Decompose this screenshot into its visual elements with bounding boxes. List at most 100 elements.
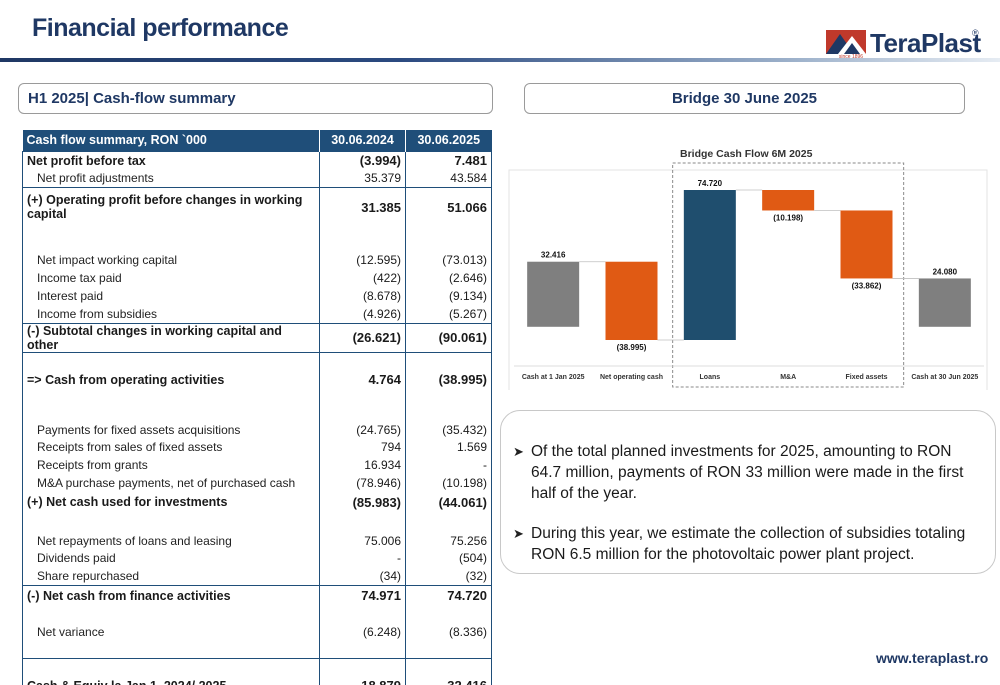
header-2024: 30.06.2024 <box>319 130 406 151</box>
table-row: Cash & Equiv la Jan 1, 2024/ 202518.8793… <box>22 657 492 685</box>
table-row: Net variance (6.248) (8.336) <box>22 606 492 658</box>
row-value-2025: (32) <box>405 567 492 586</box>
row-value-2025: 75.256 <box>405 512 492 549</box>
table-row: (+) Operating profit before changes in w… <box>22 187 492 227</box>
row-label: Net variance <box>22 606 320 658</box>
row-label: Net repayments of loans and leasing <box>22 512 320 549</box>
data-label-0: 32.416 <box>541 251 566 260</box>
bar-2 <box>683 190 736 340</box>
row-value-2025: 32.416 <box>405 657 492 685</box>
row-value-2025: (38.995) <box>405 352 492 407</box>
row-value-2025: (504) <box>405 549 492 567</box>
title-underline <box>0 58 1000 62</box>
table-row: Share repurchased (34) (32) <box>22 567 492 586</box>
header-2025: 30.06.2025 <box>405 130 492 151</box>
row-label: (-) Subtotal changes in working capital … <box>22 323 320 353</box>
teraplast-logo: TeraPlast ® since 1896 <box>826 28 986 62</box>
bridge-label: Bridge 30 June 2025 <box>524 83 965 114</box>
bridge-chart-svg: Bridge Cash Flow 6M 2025 32.416 Cash at 1 … <box>508 148 988 417</box>
table-row: Receipts from sales of fixed assets 794 1.… <box>22 438 492 456</box>
row-value-2024: (85.983) <box>319 492 406 512</box>
row-value-2024: 35.379 <box>319 170 406 188</box>
row-label: Cash & Equiv la Jan 1, 2024/ 2025 <box>22 657 320 685</box>
logo-since: since 1896 <box>838 54 864 60</box>
row-label: Net profit adjustments <box>22 170 320 188</box>
row-label: Payments for fixed assets acquisitions <box>22 407 320 438</box>
row-value-2025: (44.061) <box>405 492 492 512</box>
logo-registered-mark: ® <box>972 28 979 38</box>
row-label: (-) Net cash from finance activities <box>22 585 320 606</box>
row-label: Net impact working capital <box>22 227 320 268</box>
row-label: Income tax paid <box>22 268 320 287</box>
bullet-text: During this year, we estimate the collec… <box>531 525 966 563</box>
row-value-2024: (78.946) <box>319 474 406 492</box>
row-value-2025: (35.432) <box>405 407 492 438</box>
arrow-bullet-icon: ➤ <box>513 526 524 541</box>
category-label-5: Cash at 30 Jun 2025 <box>911 374 978 381</box>
row-value-2025: (8.336) <box>405 606 492 658</box>
row-value-2024: 16.934 <box>319 456 406 474</box>
row-value-2024: (6.248) <box>319 606 406 658</box>
row-label: => Cash from operating activities <box>22 352 320 407</box>
row-value-2025: 51.066 <box>405 187 492 227</box>
bar-1 <box>605 261 658 340</box>
table-row: (-) Net cash from finance activities 74.9… <box>22 585 492 606</box>
table-row: Net profit adjustments 35.379 43.584 <box>22 170 492 188</box>
table-row: M&A purchase payments, net of purchased … <box>22 474 492 492</box>
data-label-3: (10.198) <box>773 213 803 222</box>
chart-title: Bridge Cash Flow 6M 2025 <box>680 148 813 160</box>
table-row: Receipts from grants 16.934- <box>22 456 492 474</box>
table-row: Dividends paid - (504) <box>22 549 492 567</box>
category-label-2: Loans <box>700 374 721 381</box>
bullet-text: Of the total planned investments for 202… <box>531 443 964 502</box>
row-value-2024: (12.595) <box>319 227 406 268</box>
row-label: Income from subsidies <box>22 305 320 324</box>
bar-0 <box>527 261 580 327</box>
row-label: (+) Operating profit before changes in w… <box>22 187 320 227</box>
row-value-2025: 1.569 <box>405 438 492 456</box>
category-label-0: Cash at 1 Jan 2025 <box>522 374 585 381</box>
row-value-2024: (422) <box>319 268 406 287</box>
row-value-2025: (73.013) <box>405 227 492 268</box>
row-value-2024: 74.971 <box>319 585 406 606</box>
table-row: Net repayments of loans and leasing 75.00… <box>22 512 492 549</box>
row-value-2025: (5.267) <box>405 305 492 324</box>
highlight-group-box <box>672 162 905 388</box>
category-label-4: Fixed assets <box>845 374 887 381</box>
row-value-2024: (24.765) <box>319 407 406 438</box>
row-value-2025: (10.198) <box>405 474 492 492</box>
row-label: Dividends paid <box>22 549 320 567</box>
row-label: Share repurchased <box>22 567 320 586</box>
row-value-2025: (2.646) <box>405 268 492 287</box>
bar-5 <box>918 278 971 327</box>
category-label-1: Net operating cash <box>600 374 663 381</box>
row-value-2025: 7.481 <box>405 150 492 170</box>
data-label-4: (33.862) <box>852 281 882 290</box>
row-label: Receipts from sales of fixed assets <box>22 438 320 456</box>
website-link[interactable]: www.teraplast.ro <box>876 650 989 666</box>
table-row: Payments for fixed assets acquisitions (2… <box>22 407 492 438</box>
row-value-2024: 4.764 <box>319 352 406 407</box>
row-value-2025: 74.720 <box>405 585 492 606</box>
row-value-2024: 18.879 <box>319 657 406 685</box>
category-label-3: M&A <box>780 374 796 381</box>
table-row: (-) Subtotal changes in working capital … <box>22 323 492 353</box>
table-row: Net profit before tax (3.994) 7.481 <box>22 150 492 170</box>
data-label-1: (38.995) <box>617 343 647 352</box>
data-label-5: 24.080 <box>933 267 958 276</box>
bar-3 <box>762 190 815 211</box>
row-label: M&A purchase payments, net of purchased … <box>22 474 320 492</box>
row-value-2024: (8.678) <box>319 287 406 305</box>
row-label: Interest paid <box>22 287 320 305</box>
logo-mark-icon <box>826 30 866 54</box>
row-label: Receipts from grants <box>22 456 320 474</box>
arrow-bullet-icon: ➤ <box>513 444 524 459</box>
row-value-2025: - <box>405 456 492 474</box>
row-label: (+) Net cash used for investments <box>22 492 320 512</box>
logo-wordmark: TeraPlast <box>870 28 981 58</box>
bridge-chart: Bridge Cash Flow 6M 2025 32.416 Cash at 1 … <box>508 140 988 417</box>
row-value-2024: (4.926) <box>319 305 406 324</box>
cashflow-summary-label: H1 2025| Cash-flow summary <box>18 83 493 114</box>
row-value-2025: (9.134) <box>405 287 492 305</box>
table-row: => Cash from operating activities 4.764 (3… <box>22 352 492 407</box>
